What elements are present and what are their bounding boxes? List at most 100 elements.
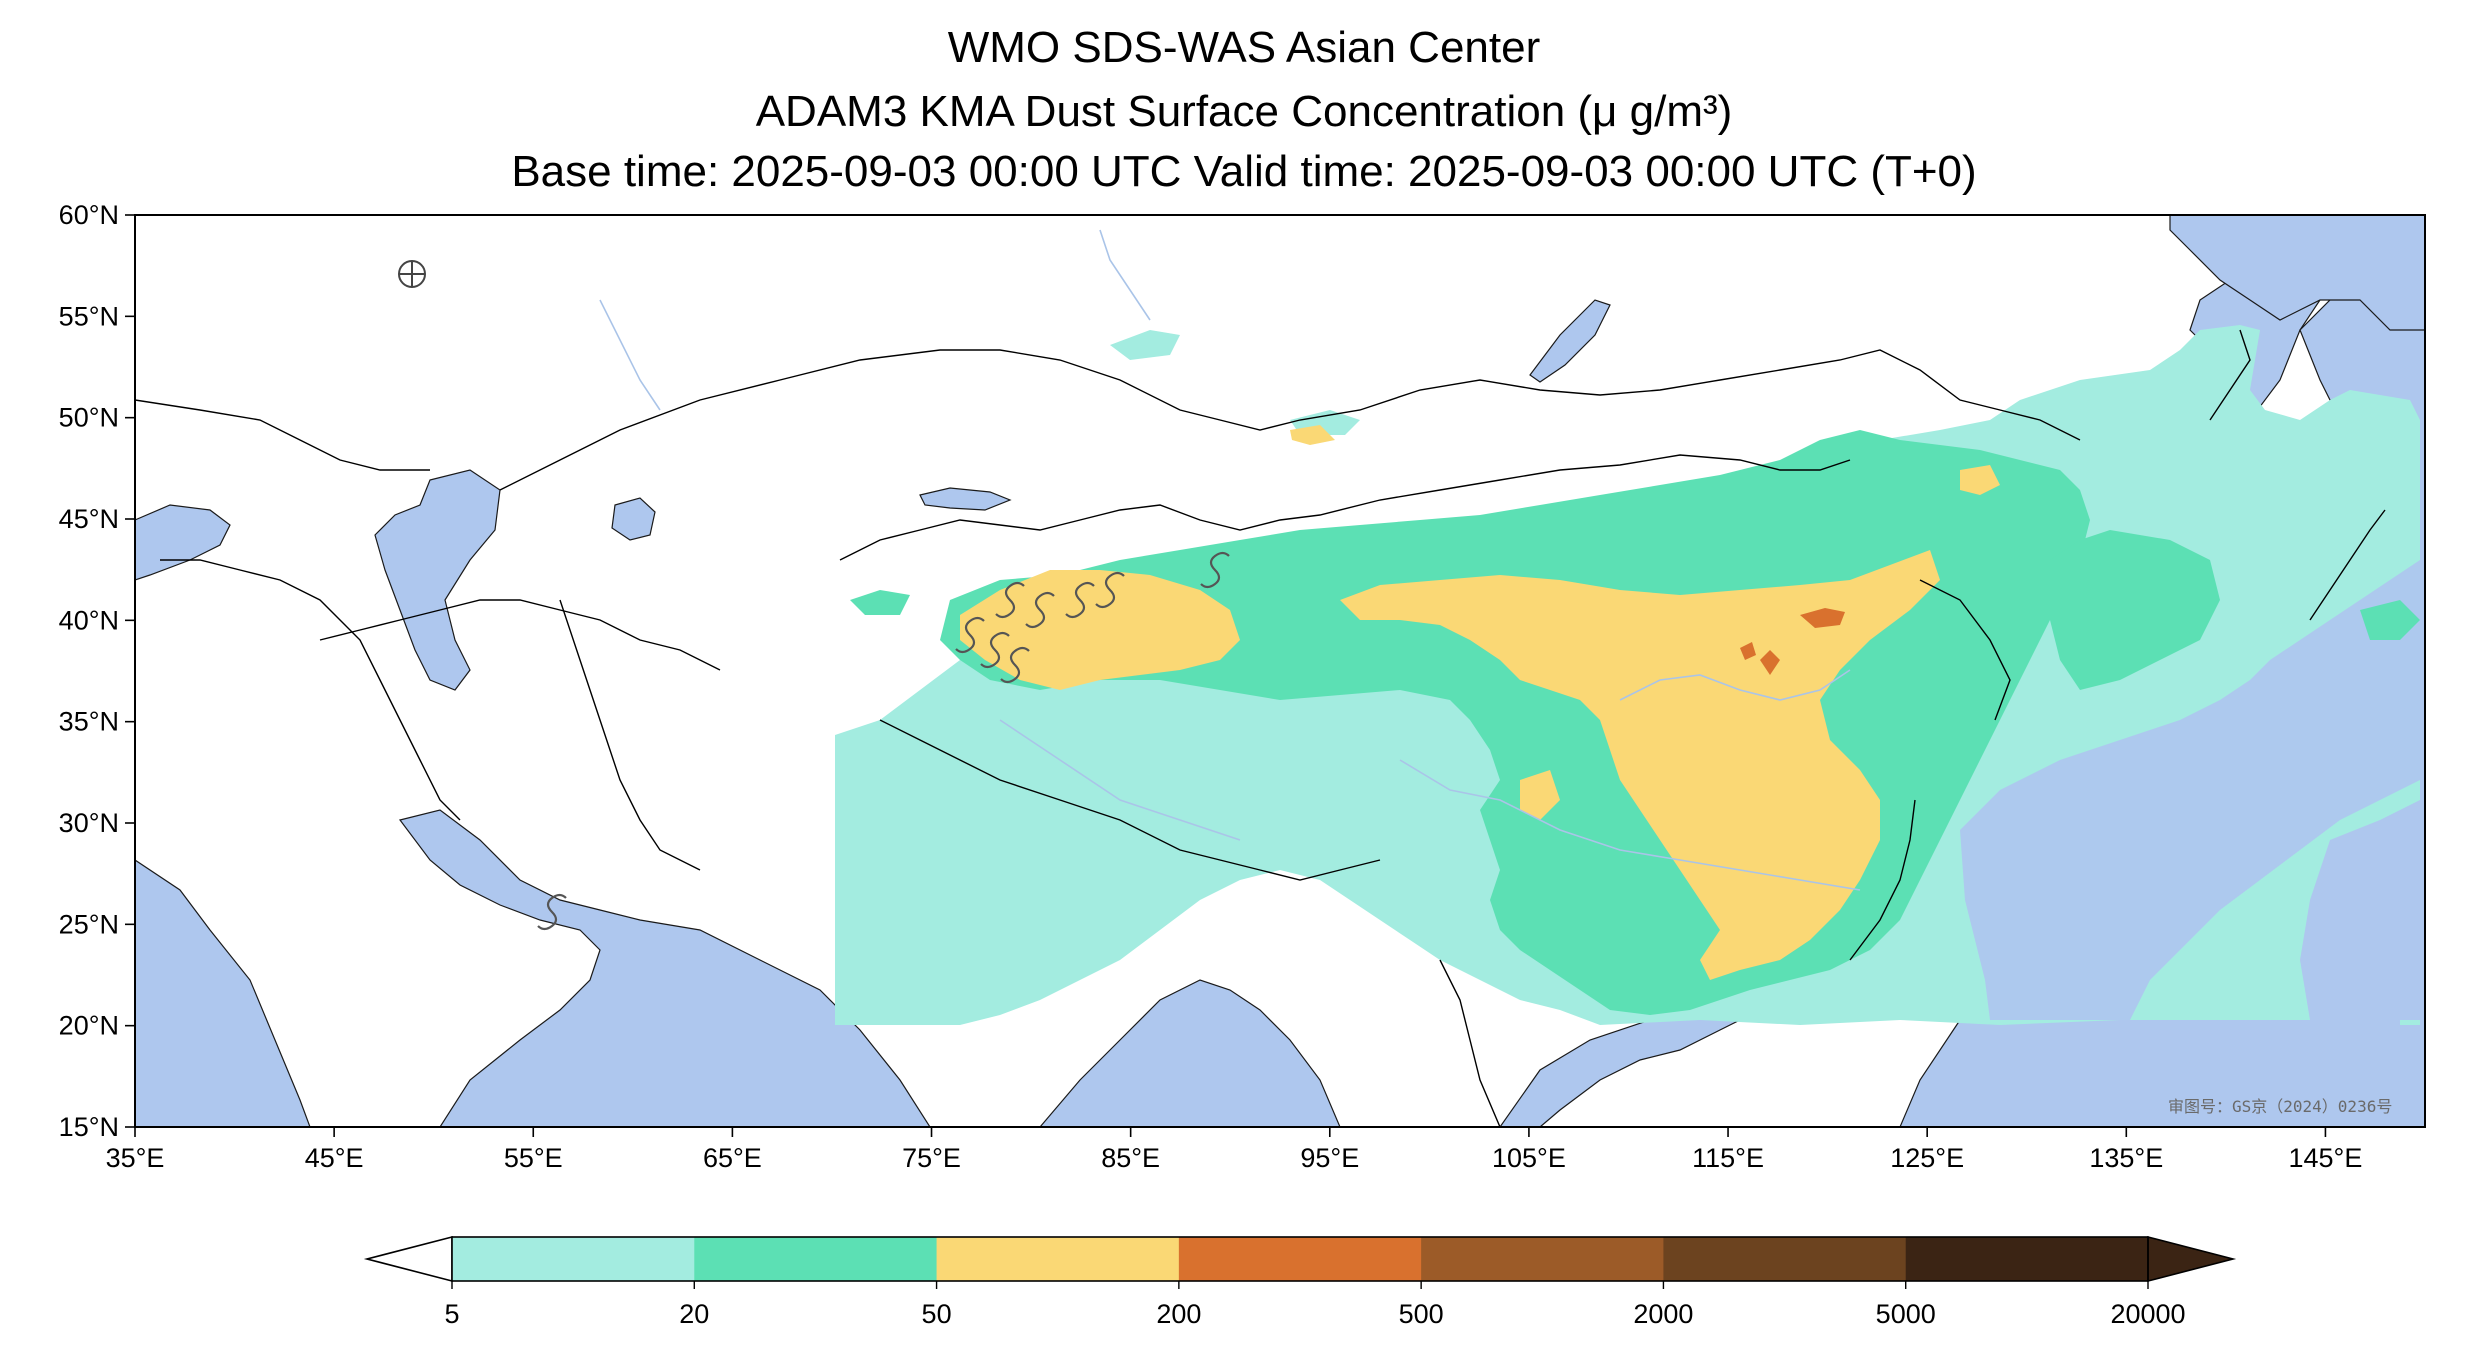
lake-baikal (1529, 299, 1611, 383)
mongolia-china-border (839, 454, 1851, 561)
lon-tick-label: 95°E (1300, 1143, 1359, 1173)
lon-tick-label: 115°E (1692, 1143, 1764, 1173)
colorbar-label: 50 (922, 1299, 952, 1329)
ural-river (599, 299, 661, 411)
map-approval-watermark: 审图号：GS京（2024）0236号 (2168, 1097, 2392, 1116)
dust-storm-marker-8 (1200, 551, 1230, 589)
dust-patch-50-b (1290, 425, 1335, 445)
gobi-china-dust (1340, 550, 1940, 980)
dust-patch-50-c (1520, 770, 1560, 820)
lon-tick-label: 35°E (106, 1143, 165, 1173)
dust-level-50-200 (960, 425, 2000, 980)
yangtze-river (1399, 759, 1861, 891)
sea-overlay (1960, 560, 2420, 1020)
yellow-river (1619, 669, 1851, 701)
colorbar-under-arrow (363, 1235, 453, 1283)
dust-storm-marker-1 (995, 581, 1025, 619)
map-plot-area: 审图号：GS京（2024）0236号 (135, 215, 2425, 1127)
lat-tick-label: 15°N (59, 1112, 119, 1142)
dust-storm-marker-3 (1065, 581, 1095, 619)
caspian-sea (374, 469, 501, 691)
red-sea (135, 859, 311, 1127)
aral-sea (611, 497, 656, 541)
dust-storm-marker-4 (1095, 571, 1125, 609)
indochina-border (1439, 959, 1501, 1127)
lake-balkhash (919, 487, 1012, 511)
lon-tick-label: 135°E (2089, 1143, 2163, 1173)
haze-marker-cross (400, 262, 424, 286)
haze-marker-circle (398, 260, 426, 288)
ob-river (1099, 229, 1151, 321)
dust-storm-marker-6 (980, 631, 1010, 669)
colorbar-segment (1178, 1237, 1422, 1281)
taklamakan-dust (960, 570, 1240, 690)
china-east-coast (1849, 799, 1916, 961)
sea-patch-east (1960, 560, 2420, 1020)
russia-south-border (135, 399, 430, 471)
lat-tick-label: 20°N (59, 1011, 119, 1041)
colorbar-label: 500 (1399, 1299, 1444, 1329)
colorbar-segments (452, 1237, 2149, 1281)
colorbar-label: 20000 (2110, 1299, 2185, 1329)
dust-patch-20-korea (2050, 530, 2220, 690)
lon-tick-label: 65°E (703, 1143, 762, 1173)
himalaya-border (879, 719, 1381, 881)
colorbar-label: 200 (1156, 1299, 1201, 1329)
colorbar-segment (1663, 1237, 1907, 1281)
map-title-line-2: ADAM3 KMA Dust Surface Concentration (μ … (755, 87, 1733, 136)
colorbar-label: 5 (444, 1299, 459, 1329)
dust-storm-marker-5 (955, 616, 985, 654)
japan-coast (2309, 509, 2386, 621)
map-frame (134, 214, 2426, 1128)
rivers (599, 229, 1861, 891)
korea-coast (1919, 579, 2011, 721)
colorbar-label: 20 (679, 1299, 709, 1329)
colorbar-segment (936, 1237, 1180, 1281)
lat-tick-label: 40°N (59, 605, 119, 635)
lat-tick-label: 25°N (59, 909, 119, 939)
map-title-line-1: WMO SDS-WAS Asian Center (947, 23, 1541, 72)
borders (135, 329, 2386, 1127)
kazakh-russia-border (499, 349, 2081, 491)
lon-tick-label: 45°E (305, 1143, 364, 1173)
dust-patch-5a (1110, 330, 1180, 360)
lat-tick-label: 55°N (59, 301, 119, 331)
black-sea (135, 504, 231, 581)
dust-hotspot-3 (1740, 642, 1756, 660)
brahmaputra-river (999, 719, 1241, 841)
colorbar: 5 20 50 200 500 2000 5000 20000 (363, 1235, 2237, 1329)
colorbar-segment (694, 1237, 938, 1281)
lat-tick-label: 60°N (59, 200, 119, 230)
haze-marker (398, 260, 426, 288)
lon-tick-label: 55°E (504, 1143, 563, 1173)
sea-of-okhotsk (2169, 215, 2425, 331)
sea-patch-far-east (2300, 800, 2420, 1020)
map-title-line-3: Base time: 2025-09-03 00:00 UTC Valid ti… (511, 147, 1977, 196)
lat-tick-label: 30°N (59, 808, 119, 838)
iraq-border (160, 559, 461, 821)
colorbar-segment (1905, 1237, 2149, 1281)
lon-tick-label: 125°E (1890, 1143, 1964, 1173)
arabian-sea (398, 809, 931, 1127)
colorbar-labels: 5 20 50 200 500 2000 5000 20000 (444, 1281, 2186, 1329)
dust-patch-50-a (1960, 465, 2000, 495)
dust-patch-20-kyrgyz (850, 590, 910, 615)
iran-border (319, 599, 721, 671)
dust-level-200-500 (1740, 608, 1845, 675)
lon-tick-label: 145°E (2289, 1143, 2363, 1173)
colorbar-label: 5000 (1876, 1299, 1936, 1329)
longitude-axis: 35°E 45°E 55°E 65°E 75°E 85°E 95°E 105°E 115°E 12… (106, 1127, 2363, 1173)
dust-patch-20-pacific (2360, 600, 2420, 640)
colorbar-segment (1421, 1237, 1664, 1281)
dust-storm-marker-9 (537, 893, 567, 931)
colorbar-segment (452, 1237, 695, 1281)
colorbar-frame (451, 1236, 2149, 1282)
lat-tick-label: 35°N (59, 707, 119, 737)
dust-hotspot-1 (1800, 608, 1845, 628)
lon-tick-label: 75°E (902, 1143, 961, 1173)
lon-tick-label: 85°E (1101, 1143, 1160, 1173)
lon-tick-label: 105°E (1492, 1143, 1566, 1173)
colorbar-over-arrow (2147, 1235, 2237, 1283)
colorbar-label: 2000 (1633, 1299, 1693, 1329)
